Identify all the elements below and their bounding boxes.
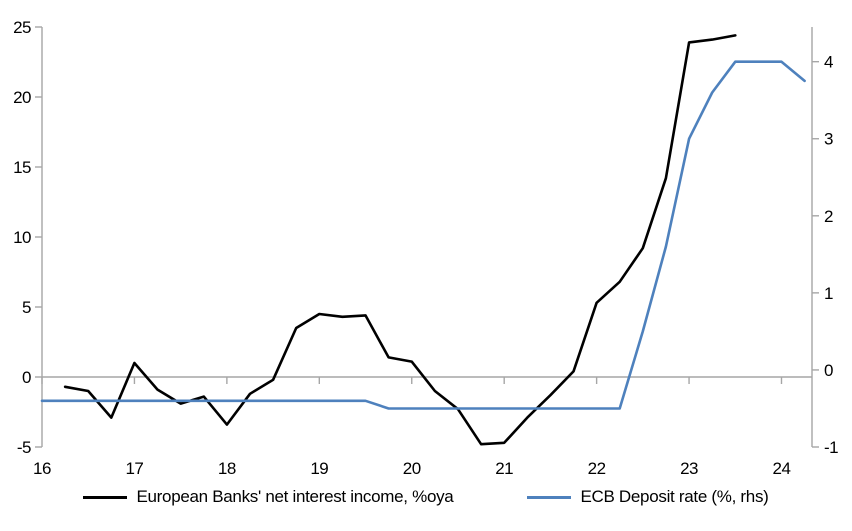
legend-item-ecb: ECB Deposit rate (%, rhs) xyxy=(527,487,769,507)
left-axis-tick-label: 5 xyxy=(22,298,31,317)
left-axis-tick-label: 25 xyxy=(13,18,31,37)
x-axis-tick-label: 16 xyxy=(33,459,51,478)
series-line-nii xyxy=(63,34,737,446)
right-axis-tick-label: -1 xyxy=(824,438,838,457)
x-axis-tick-label: 18 xyxy=(218,459,236,478)
legend-label-ecb: ECB Deposit rate (%, rhs) xyxy=(580,487,769,506)
x-axis-tick-label: 19 xyxy=(310,459,328,478)
x-axis-tick-label: 22 xyxy=(588,459,606,478)
right-axis-tick-label: 2 xyxy=(824,207,833,226)
x-axis-tick-label: 24 xyxy=(773,459,791,478)
left-axis-tick-label: 0 xyxy=(22,368,31,387)
x-axis-tick-label: 20 xyxy=(403,459,421,478)
x-axis-tick-label: 17 xyxy=(125,459,143,478)
right-axis-tick-label: 0 xyxy=(824,361,833,380)
legend-line-nii-icon xyxy=(83,495,128,499)
x-axis-tick-label: 21 xyxy=(495,459,513,478)
x-axis-tick-label: 23 xyxy=(680,459,698,478)
left-axis-tick-label: 10 xyxy=(13,228,31,247)
series-line-ecb xyxy=(40,60,806,410)
legend-item-nii: European Banks' net interest income, %oy… xyxy=(83,487,454,507)
left-axis-tick-label: -5 xyxy=(17,438,31,457)
left-axis-tick-label: 15 xyxy=(13,158,31,177)
right-axis-tick-label: 4 xyxy=(824,53,833,72)
legend-label-nii: European Banks' net interest income, %oy… xyxy=(136,487,454,506)
right-axis-tick-label: 3 xyxy=(824,130,833,149)
right-axis-tick-label: 1 xyxy=(824,284,833,303)
left-axis-tick-label: 20 xyxy=(13,88,31,107)
legend-line-ecb-icon xyxy=(527,495,572,499)
chart-legend: European Banks' net interest income, %oy… xyxy=(0,487,852,507)
